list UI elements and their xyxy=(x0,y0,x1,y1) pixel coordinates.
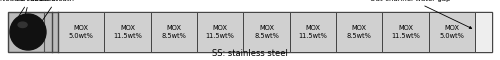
Bar xyxy=(428,12,475,52)
Bar xyxy=(336,12,382,52)
Bar xyxy=(104,12,150,52)
Bar xyxy=(290,12,336,52)
Text: MOX
11.5wt%: MOX 11.5wt% xyxy=(113,26,142,39)
Text: Out-channel water gap: Out-channel water gap xyxy=(370,0,472,28)
Text: SS theath: SS theath xyxy=(38,0,74,27)
Bar xyxy=(150,12,197,52)
Text: SS: stainless steel: SS: stainless steel xyxy=(212,49,288,58)
Text: MOX
5.0wt%: MOX 5.0wt% xyxy=(440,26,464,39)
Bar xyxy=(244,12,290,52)
Bar xyxy=(382,12,428,52)
Bar xyxy=(475,12,492,52)
Bar xyxy=(58,12,104,52)
Bar xyxy=(8,12,492,52)
Text: SS tube: SS tube xyxy=(16,0,43,23)
Text: MOX
8.5wt%: MOX 8.5wt% xyxy=(254,26,279,39)
Text: MOX
5.0wt%: MOX 5.0wt% xyxy=(68,26,94,39)
Text: MOX
11.5wt%: MOX 11.5wt% xyxy=(206,26,234,39)
Text: MOX
8.5wt%: MOX 8.5wt% xyxy=(346,26,372,39)
Ellipse shape xyxy=(18,22,27,27)
Text: MOX
8.5wt%: MOX 8.5wt% xyxy=(162,26,186,39)
Text: Neutron absober: Neutron absober xyxy=(0,0,59,27)
Text: MOX
11.5wt%: MOX 11.5wt% xyxy=(391,26,420,39)
Circle shape xyxy=(10,14,46,50)
Bar xyxy=(197,12,244,52)
Text: MOX
11.5wt%: MOX 11.5wt% xyxy=(298,26,328,39)
